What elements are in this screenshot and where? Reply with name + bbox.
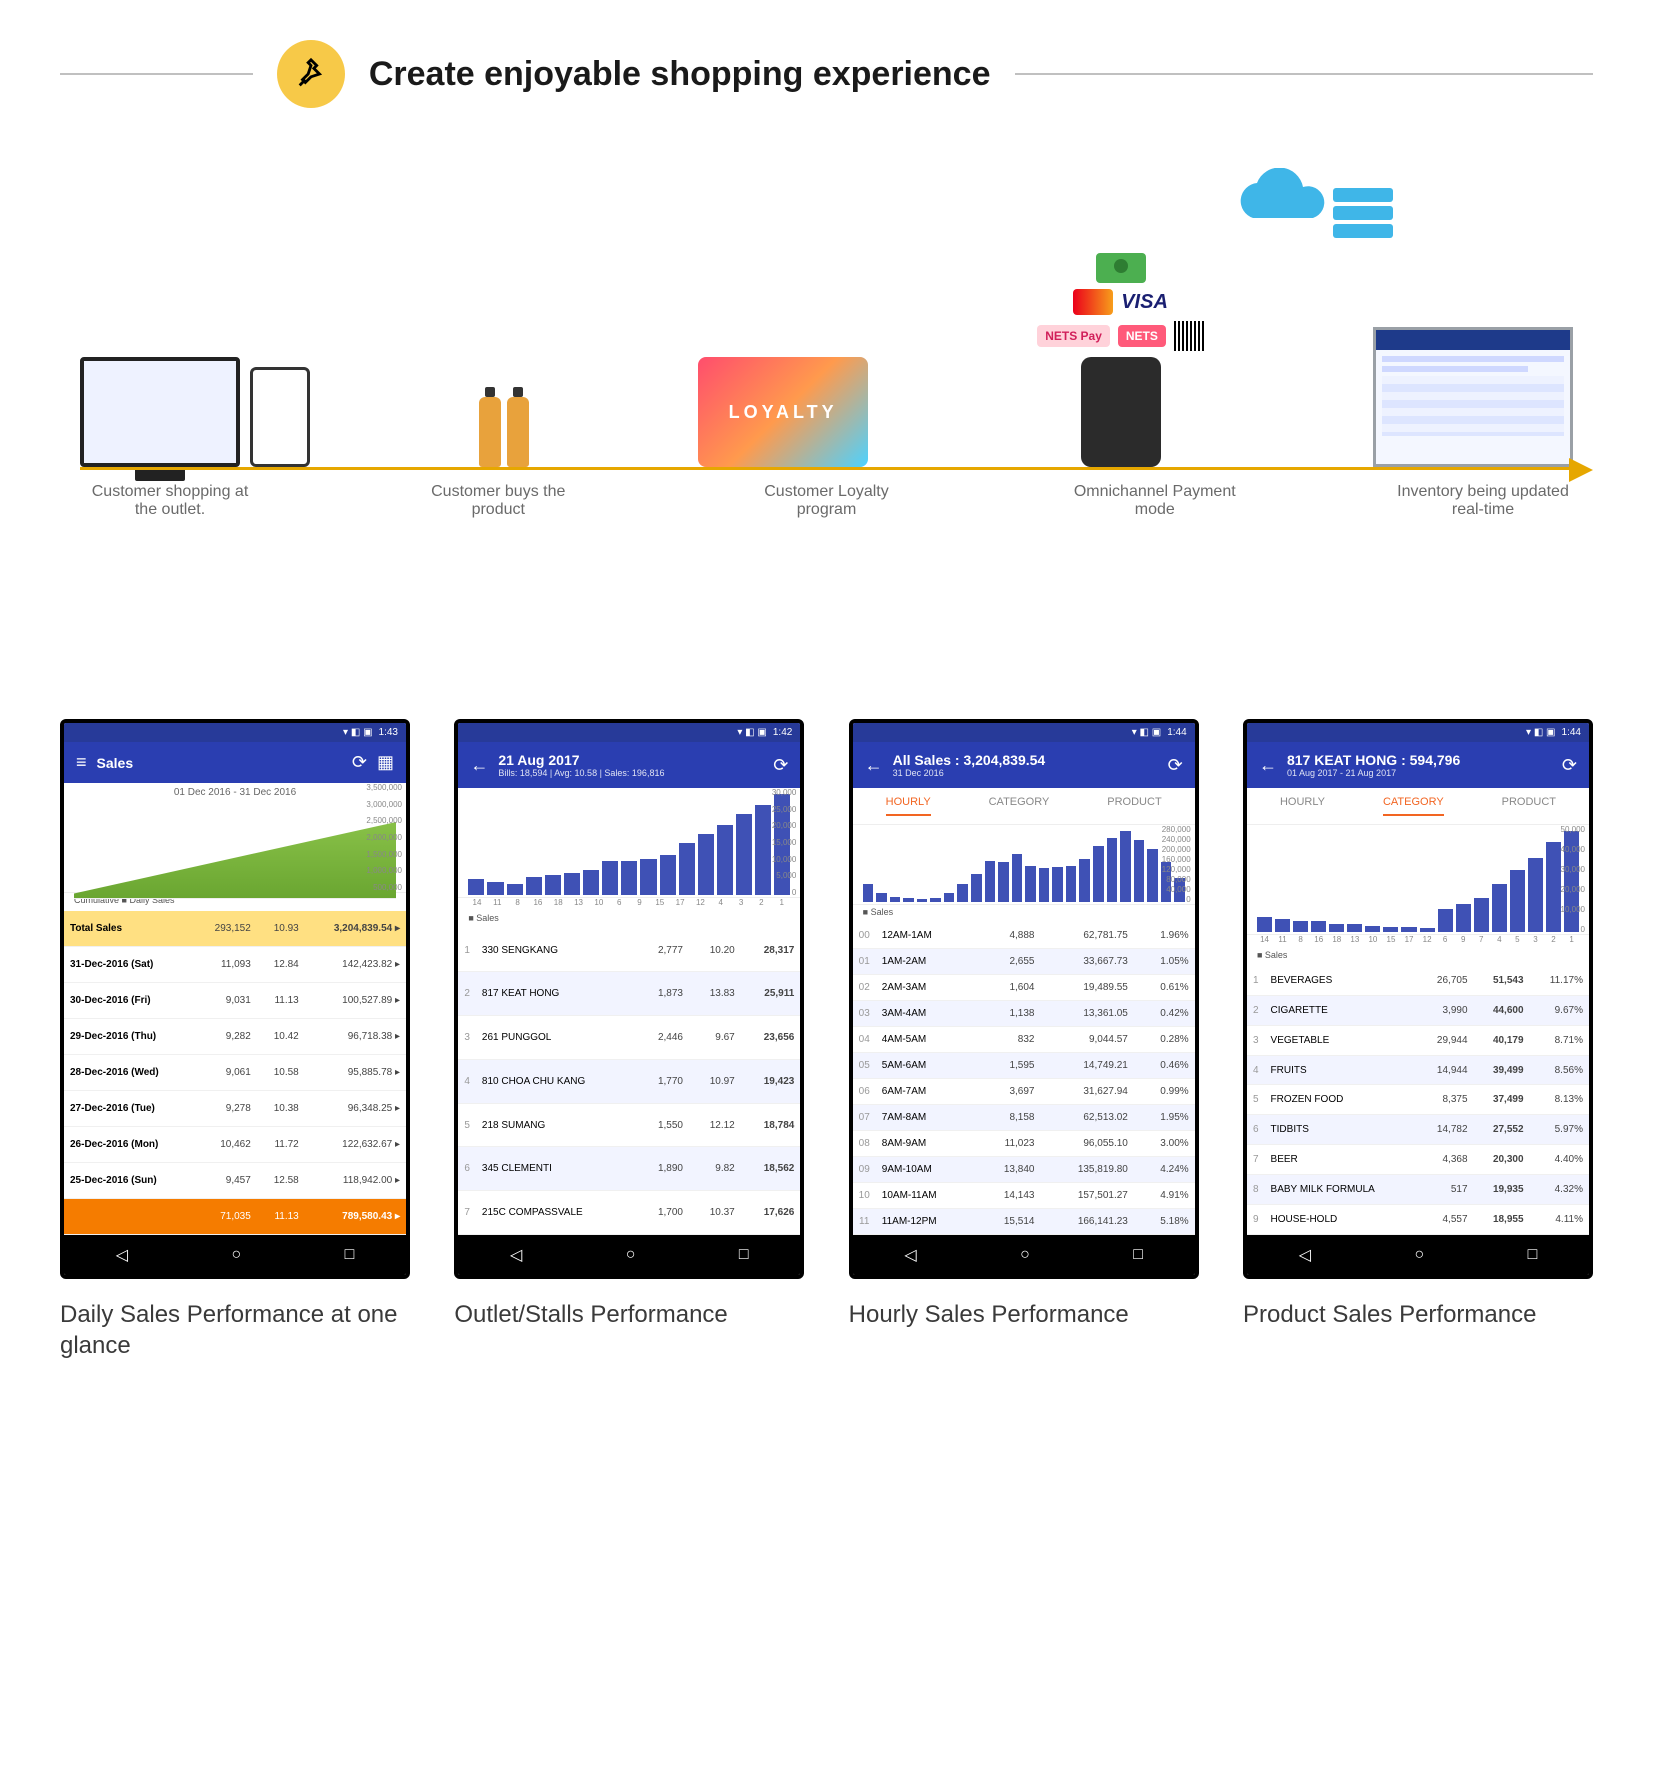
tab-row: HOURLY CATEGORY PRODUCT xyxy=(853,788,1195,825)
card-terminal-icon xyxy=(1081,357,1161,467)
back-icon[interactable]: ◁ xyxy=(116,1245,128,1265)
flow-label-shopping: Customer shopping at the outlet. xyxy=(80,483,260,519)
mastercard-icon xyxy=(1073,289,1113,315)
phone-hourly: ▾ ◧ ▣1:44 ← All Sales : 3,204,839.54 31 … xyxy=(849,719,1199,1279)
outlet-table: 1330 SENGKANG2,77710.2028,3172817 KEAT H… xyxy=(458,929,800,1235)
appbar-subtitle: 01 Aug 2017 - 21 Aug 2017 xyxy=(1287,768,1552,778)
cloud-icon xyxy=(1223,168,1343,243)
status-bar: ▾ ◧ ▣1:43 xyxy=(64,723,406,742)
phone-outlet: ▾ ◧ ▣1:42 ← 21 Aug 2017 Bills: 18,594 | … xyxy=(454,719,804,1279)
daily-sales-table: Total Sales293,15210.933,204,839.54 ▸31-… xyxy=(64,911,406,1235)
outlet-bar-chart: 30,00025,00020,00015,00010,0005,0000 xyxy=(458,788,800,898)
refresh-icon[interactable]: ⟳ xyxy=(1168,755,1183,776)
appbar-title: Sales xyxy=(97,755,342,771)
cumulative-chart xyxy=(74,789,396,899)
header-row: Create enjoyable shopping experience xyxy=(60,40,1593,108)
netspay-icon: NETS Pay xyxy=(1037,325,1110,347)
phone-caption: Hourly Sales Performance xyxy=(849,1299,1199,1330)
tab-category[interactable]: CATEGORY xyxy=(1383,796,1444,816)
tab-hourly[interactable]: HOURLY xyxy=(886,796,931,816)
product-table: 1BEVERAGES26,70551,54311.17%2CIGARETTE3,… xyxy=(1247,966,1589,1235)
loyalty-card-icon: LOYALTY xyxy=(698,357,868,467)
tab-category[interactable]: CATEGORY xyxy=(989,796,1050,816)
pin-icon xyxy=(277,40,345,108)
page-title: Create enjoyable shopping experience xyxy=(369,54,991,95)
step-buys xyxy=(479,397,529,467)
home-icon[interactable]: ○ xyxy=(626,1246,636,1264)
home-icon[interactable]: ○ xyxy=(231,1246,241,1264)
product-bar-chart: 50,00040,00030,00020,00010,0000 xyxy=(1247,825,1589,935)
hourly-bar-chart: 280,000240,000200,000160,000120,00080,00… xyxy=(853,825,1195,905)
phone-caption: Outlet/Stalls Performance xyxy=(454,1299,804,1330)
recent-icon[interactable]: □ xyxy=(1133,1246,1143,1264)
phone-daily-sales: ▾ ◧ ▣1:43 ≡ Sales ⟳ ▦ 01 Dec 2016 - 31 D… xyxy=(60,719,410,1279)
hourly-table: 0012AM-1AM4,88862,781.751.96%011AM-2AM2,… xyxy=(853,923,1195,1235)
flow-label-inventory: Inventory being updated real-time xyxy=(1393,483,1573,519)
back-icon[interactable]: ◁ xyxy=(510,1245,522,1265)
back-icon[interactable]: ◁ xyxy=(904,1245,916,1265)
flow-arrow xyxy=(80,467,1573,473)
recent-icon[interactable]: □ xyxy=(1528,1246,1538,1264)
phones-row: ▾ ◧ ▣1:43 ≡ Sales ⟳ ▦ 01 Dec 2016 - 31 D… xyxy=(60,719,1593,1361)
step-loyalty: LOYALTY xyxy=(698,357,868,467)
android-navbar: ◁ ○ □ xyxy=(64,1235,406,1275)
back-icon[interactable]: ◁ xyxy=(1299,1245,1311,1265)
flow-label-payment: Omnichannel Payment mode xyxy=(1065,483,1245,519)
step-payment: VISA NETS Pay NETS xyxy=(1037,253,1204,467)
appbar-title: 817 KEAT HONG : 594,796 xyxy=(1287,752,1552,768)
product-bottles-icon xyxy=(479,397,529,467)
refresh-icon[interactable]: ⟳ xyxy=(773,755,788,776)
pos-monitor-icon xyxy=(80,357,240,467)
step-shopping xyxy=(80,357,310,467)
back-icon[interactable]: ← xyxy=(1259,755,1277,776)
flow-label-buys: Customer buys the product xyxy=(408,483,588,519)
server-icon xyxy=(1333,188,1393,243)
tab-product[interactable]: PRODUCT xyxy=(1502,796,1556,816)
tab-product[interactable]: PRODUCT xyxy=(1107,796,1161,816)
back-icon[interactable]: ← xyxy=(865,755,883,776)
step-inventory xyxy=(1373,327,1573,467)
recent-icon[interactable]: □ xyxy=(345,1246,355,1264)
refresh-icon[interactable]: ⟳ xyxy=(1562,755,1577,776)
phone-caption: Daily Sales Performance at one glance xyxy=(60,1299,410,1361)
home-icon[interactable]: ○ xyxy=(1020,1246,1030,1264)
phone-product: ▾ ◧ ▣1:44 ← 817 KEAT HONG : 594,796 01 A… xyxy=(1243,719,1593,1279)
cash-icon xyxy=(1096,253,1146,283)
tab-row: HOURLY CATEGORY PRODUCT xyxy=(1247,788,1589,825)
appbar-title: All Sales : 3,204,839.54 xyxy=(893,752,1158,768)
dashboard-screen-icon xyxy=(1373,327,1573,467)
visa-icon: VISA xyxy=(1121,291,1168,314)
tab-hourly[interactable]: HOURLY xyxy=(1280,796,1325,816)
qr-icon xyxy=(1174,321,1204,351)
appbar-title: 21 Aug 2017 xyxy=(498,752,763,768)
calendar-icon[interactable]: ▦ xyxy=(377,752,394,773)
phone-caption: Product Sales Performance xyxy=(1243,1299,1593,1330)
appbar-subtitle: Bills: 18,594 | Avg: 10.58 | Sales: 196,… xyxy=(498,768,763,778)
menu-icon[interactable]: ≡ xyxy=(76,752,87,773)
date-range: 01 Dec 2016 - 31 Dec 2016 xyxy=(64,787,406,798)
back-icon[interactable]: ← xyxy=(470,755,488,776)
flow-diagram: LOYALTY VISA NETS Pay NETS xyxy=(60,168,1593,519)
refresh-icon[interactable]: ⟳ xyxy=(352,752,367,773)
nets-icon: NETS xyxy=(1118,325,1166,347)
recent-icon[interactable]: □ xyxy=(739,1246,749,1264)
home-icon[interactable]: ○ xyxy=(1414,1246,1424,1264)
appbar-subtitle: 31 Dec 2016 xyxy=(893,768,1158,778)
flow-label-loyalty: Customer Loyalty program xyxy=(737,483,917,519)
handheld-scanner-icon xyxy=(250,367,310,467)
